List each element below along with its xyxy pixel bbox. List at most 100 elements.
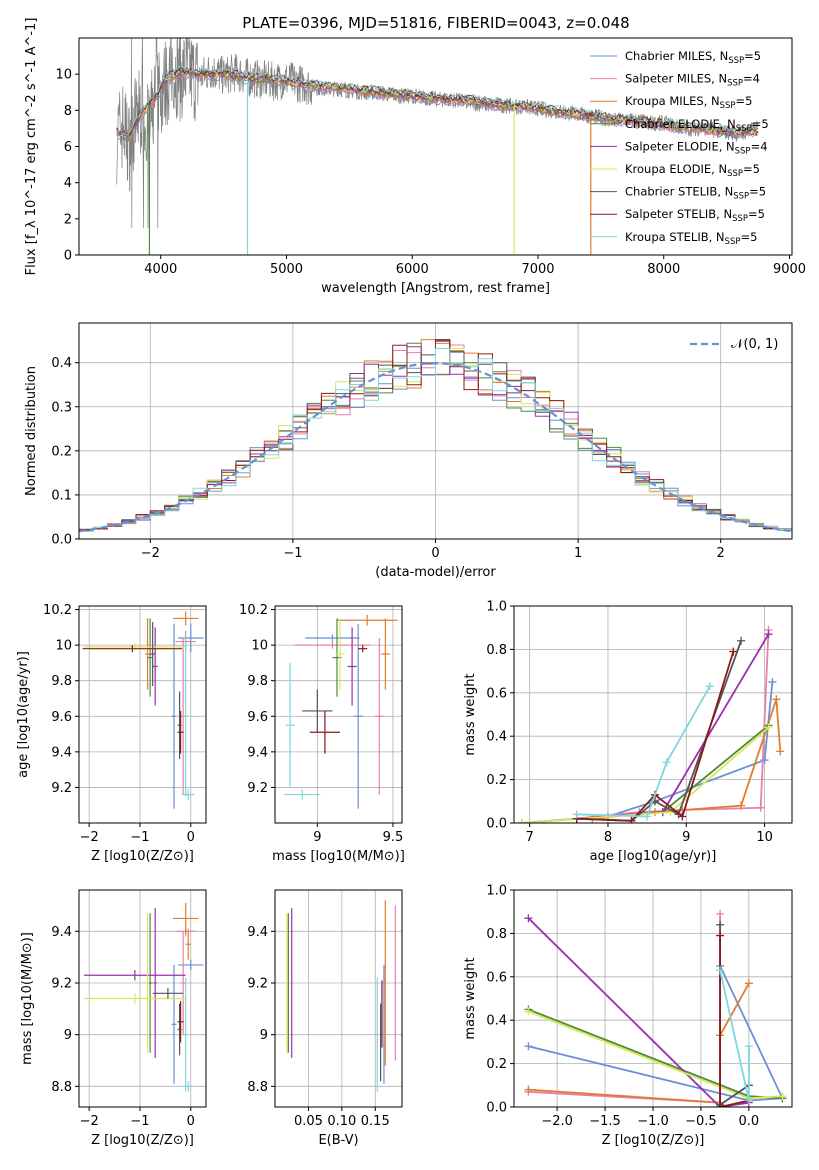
x-tick-label: −1 bbox=[283, 546, 302, 561]
y-tick-label: 9.8 bbox=[51, 674, 72, 689]
plus-marker bbox=[517, 819, 526, 823]
x-tick-label: 8 bbox=[604, 830, 612, 845]
legend-label: Chabrier ELODIE, NSSP=5 bbox=[625, 117, 769, 134]
plot-area bbox=[524, 909, 787, 1107]
x-tick-label: 0 bbox=[187, 1114, 195, 1129]
y-tick-label: 9.6 bbox=[51, 710, 72, 725]
x-tick-label: 8000 bbox=[647, 262, 680, 277]
x-axis-label: Z [log10(Z/Z⊙)] bbox=[91, 1133, 194, 1148]
x-tick-label: −1 bbox=[130, 1114, 149, 1129]
figure-title: PLATE=0396, MJD=51816, FIBERID=0043, z=0… bbox=[242, 14, 629, 32]
x-tick-label: 0 bbox=[431, 546, 439, 561]
y-tick-label: 0.4 bbox=[51, 356, 72, 371]
plus-marker bbox=[744, 1042, 753, 1051]
x-tick-label: −1.5 bbox=[589, 1114, 621, 1129]
legend-label: Chabrier STELIB, NSSP=5 bbox=[625, 185, 766, 202]
x-tick-label: 9 bbox=[682, 830, 690, 845]
x-axis-label: E(B-V) bbox=[318, 1133, 358, 1148]
plot-area bbox=[79, 339, 792, 533]
plus-marker bbox=[643, 812, 652, 821]
legend-text: Chabrier ELODIE, N bbox=[625, 117, 736, 131]
plot-area bbox=[286, 900, 396, 1092]
legend-suffix: =5 bbox=[743, 162, 760, 176]
y-tick-label: 0.4 bbox=[486, 1014, 507, 1029]
legend-subscript: SSP bbox=[736, 124, 752, 134]
panel-mass_vs_EBV: 0.05 0.10 0.15 8.8 9 9.2 9.4 E(B-V) bbox=[247, 889, 403, 1148]
mass-weight-line bbox=[528, 965, 784, 1102]
y-tick-label: 0.0 bbox=[51, 533, 72, 548]
x-tick-label: 6000 bbox=[396, 262, 429, 277]
x-tick-label: 0.10 bbox=[327, 1114, 356, 1129]
y-tick-label: 4 bbox=[64, 176, 72, 191]
legend-subscript: SSP bbox=[728, 56, 744, 66]
mass-weight-line bbox=[576, 685, 711, 818]
y-tick-label: 0 bbox=[64, 249, 72, 264]
y-tick-label: 9.4 bbox=[51, 745, 72, 760]
y-tick-label: 9.4 bbox=[51, 925, 72, 940]
y-tick-label: 9.4 bbox=[247, 745, 268, 760]
normal-curve bbox=[79, 361, 792, 533]
panel-mw_vs_age: 7 8 9 10 0.0 0.2 0.4 0.6 0.8 1.0 age [log10(age/yr… bbox=[463, 600, 793, 864]
plot-area bbox=[82, 611, 204, 809]
legend-text: Salpeter STELIB, N bbox=[625, 207, 732, 221]
plus-marker bbox=[524, 1042, 533, 1051]
plus-marker bbox=[737, 801, 746, 810]
axes-frame bbox=[78, 889, 207, 1108]
x-axis-label: age [log10(age/yr)] bbox=[590, 849, 717, 864]
y-tick-label: 0.4 bbox=[486, 730, 507, 745]
x-tick-label: 9.5 bbox=[383, 830, 404, 845]
model-line-kroupa-stelib-n bbox=[116, 65, 759, 136]
x-tick-label: 2 bbox=[717, 546, 725, 561]
y-tick-label: 10 bbox=[55, 68, 72, 83]
y-tick-label: 0.2 bbox=[51, 444, 72, 459]
axes-frame bbox=[78, 37, 793, 256]
panel-age_vs_Z: −2 −1 0 9.2 9.4 9.6 9.8 10 10.2 Z [log10(Z/Z⊙)] ag… bbox=[16, 603, 207, 864]
plus-marker bbox=[524, 914, 533, 923]
mass-weight-line bbox=[576, 629, 770, 820]
y-tick-label: 0.8 bbox=[486, 643, 507, 658]
y-tick-label: 9.6 bbox=[247, 710, 268, 725]
x-tick-label: 10 bbox=[756, 830, 773, 845]
axes-frame bbox=[513, 889, 793, 1108]
y-tick-label: 8 bbox=[64, 104, 72, 119]
x-axis-label: Z [log10(Z/Z⊙)] bbox=[91, 849, 194, 864]
legend-label: Salpeter ELODIE, NSSP=4 bbox=[625, 139, 768, 156]
x-tick-label: −2 bbox=[141, 546, 160, 561]
legend-subscript: SSP bbox=[733, 192, 749, 202]
legend-subscript: SSP bbox=[720, 101, 736, 111]
mass-weight-line bbox=[576, 640, 742, 822]
legend-label: Kroupa MILES, NSSP=5 bbox=[625, 94, 752, 111]
plus-marker bbox=[772, 695, 781, 704]
x-tick-label: 9 bbox=[313, 830, 321, 845]
y-tick-label: 10.2 bbox=[239, 603, 268, 618]
legend-label: Kroupa STELIB, NSSP=5 bbox=[625, 230, 757, 247]
x-tick-label: 0.15 bbox=[361, 1114, 390, 1129]
mass-weight-line bbox=[527, 917, 750, 1107]
legend-suffix: =5 bbox=[749, 185, 766, 199]
y-tick-label: 9.2 bbox=[247, 781, 268, 796]
x-axis-label: (data-model)/error bbox=[375, 565, 496, 580]
plus-marker bbox=[572, 810, 581, 819]
legend-label: Salpeter MILES, NSSP=4 bbox=[625, 72, 760, 89]
y-tick-label: 1.0 bbox=[486, 884, 507, 899]
plus-marker bbox=[716, 1103, 725, 1107]
plus-marker bbox=[764, 723, 773, 732]
y-axis-label: Normed distribution bbox=[24, 366, 39, 496]
y-tick-label: 10.2 bbox=[43, 603, 72, 618]
legend-label: 𝒩(0, 1) bbox=[731, 337, 778, 352]
y-tick-label: 9.2 bbox=[51, 781, 72, 796]
panel-mw_vs_Z: −2.0 −1.5 −1.0 −0.5 0.0 0.0 0.2 0.4 0.6 0.8 1.0 Z [… bbox=[463, 884, 793, 1148]
x-tick-label: 0 bbox=[187, 830, 195, 845]
y-axis-label: mass weight bbox=[463, 957, 478, 1039]
y-tick-label: 9 bbox=[64, 1028, 72, 1043]
y-tick-label: 9.4 bbox=[247, 925, 268, 940]
plus-marker bbox=[716, 931, 725, 940]
plus-marker bbox=[764, 630, 773, 639]
x-tick-label: −2.0 bbox=[541, 1114, 573, 1129]
legend-subscript: SSP bbox=[735, 146, 751, 156]
x-axis-label: Z [log10(Z/Z⊙)] bbox=[602, 1133, 705, 1148]
axes-frame bbox=[274, 605, 403, 824]
plus-marker bbox=[678, 812, 687, 821]
y-axis-label: mass weight bbox=[463, 673, 478, 755]
plus-marker bbox=[705, 682, 714, 691]
